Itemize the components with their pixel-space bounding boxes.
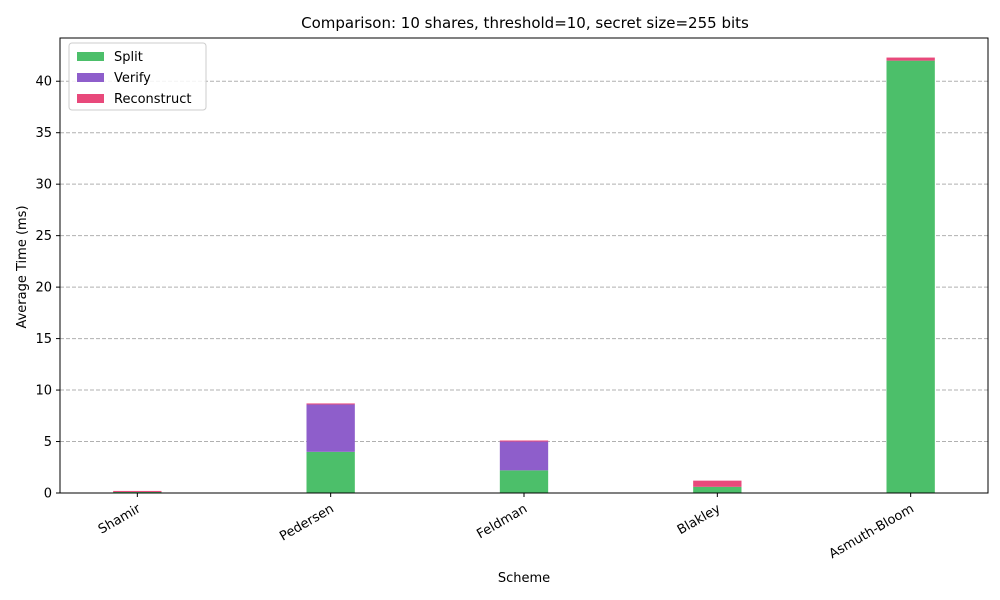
bar-reconstruct-shamir: [113, 490, 162, 492]
y-tick-label: 5: [44, 435, 52, 450]
chart-title: Comparison: 10 shares, threshold=10, sec…: [301, 14, 749, 32]
y-tick-label: 25: [35, 229, 52, 244]
bar-split-asmuth-bloom: [886, 60, 935, 493]
y-tick-label: 0: [44, 487, 52, 502]
bar-split-feldman: [499, 470, 549, 493]
y-tick-label: 40: [35, 75, 52, 90]
y-tick-label: 10: [35, 384, 52, 399]
x-tick-label: Blakley: [675, 501, 724, 538]
y-axis-label: Average Time (ms): [15, 205, 30, 328]
legend-label-split: Split: [114, 50, 143, 65]
x-tick-label: Asmuth-Bloom: [827, 501, 917, 562]
bar-split-pedersen: [306, 451, 355, 493]
bar-reconstruct-pedersen: [306, 403, 355, 405]
x-tick-label: Shamir: [96, 501, 144, 537]
bar-verify-feldman: [499, 441, 549, 471]
x-axis-label: Scheme: [498, 571, 550, 586]
bar-reconstruct-feldman: [499, 440, 549, 442]
legend-swatch-reconstruct: [77, 94, 104, 103]
bar-reconstruct-blakley: [693, 480, 742, 487]
x-tick-label: Feldman: [474, 501, 530, 542]
legend-label-reconstruct: Reconstruct: [114, 92, 192, 107]
y-tick-label: 20: [35, 281, 52, 296]
legend-swatch-split: [77, 52, 104, 61]
legend-label-verify: Verify: [114, 71, 151, 86]
bars: [113, 57, 935, 493]
gridlines: [60, 80, 988, 443]
legend-swatch-verify: [77, 73, 104, 82]
y-ticks: 0 5 10 15 20 25 30 35 40: [35, 75, 60, 502]
legend: Split Verify Reconstruct: [68, 42, 207, 111]
y-tick-label: 15: [35, 332, 52, 347]
y-tick-label: 30: [35, 178, 52, 193]
bar-split-shamir: [113, 491, 162, 493]
y-tick-label: 35: [35, 126, 52, 141]
bar-reconstruct-asmuth-bloom: [886, 57, 935, 61]
x-tick-label: Pedersen: [277, 501, 336, 544]
bar-split-blakley: [693, 486, 742, 493]
x-ticks: Shamir Pedersen Feldman Blakley Asmuth-Bloom: [96, 493, 917, 562]
bar-verify-pedersen: [306, 404, 355, 452]
